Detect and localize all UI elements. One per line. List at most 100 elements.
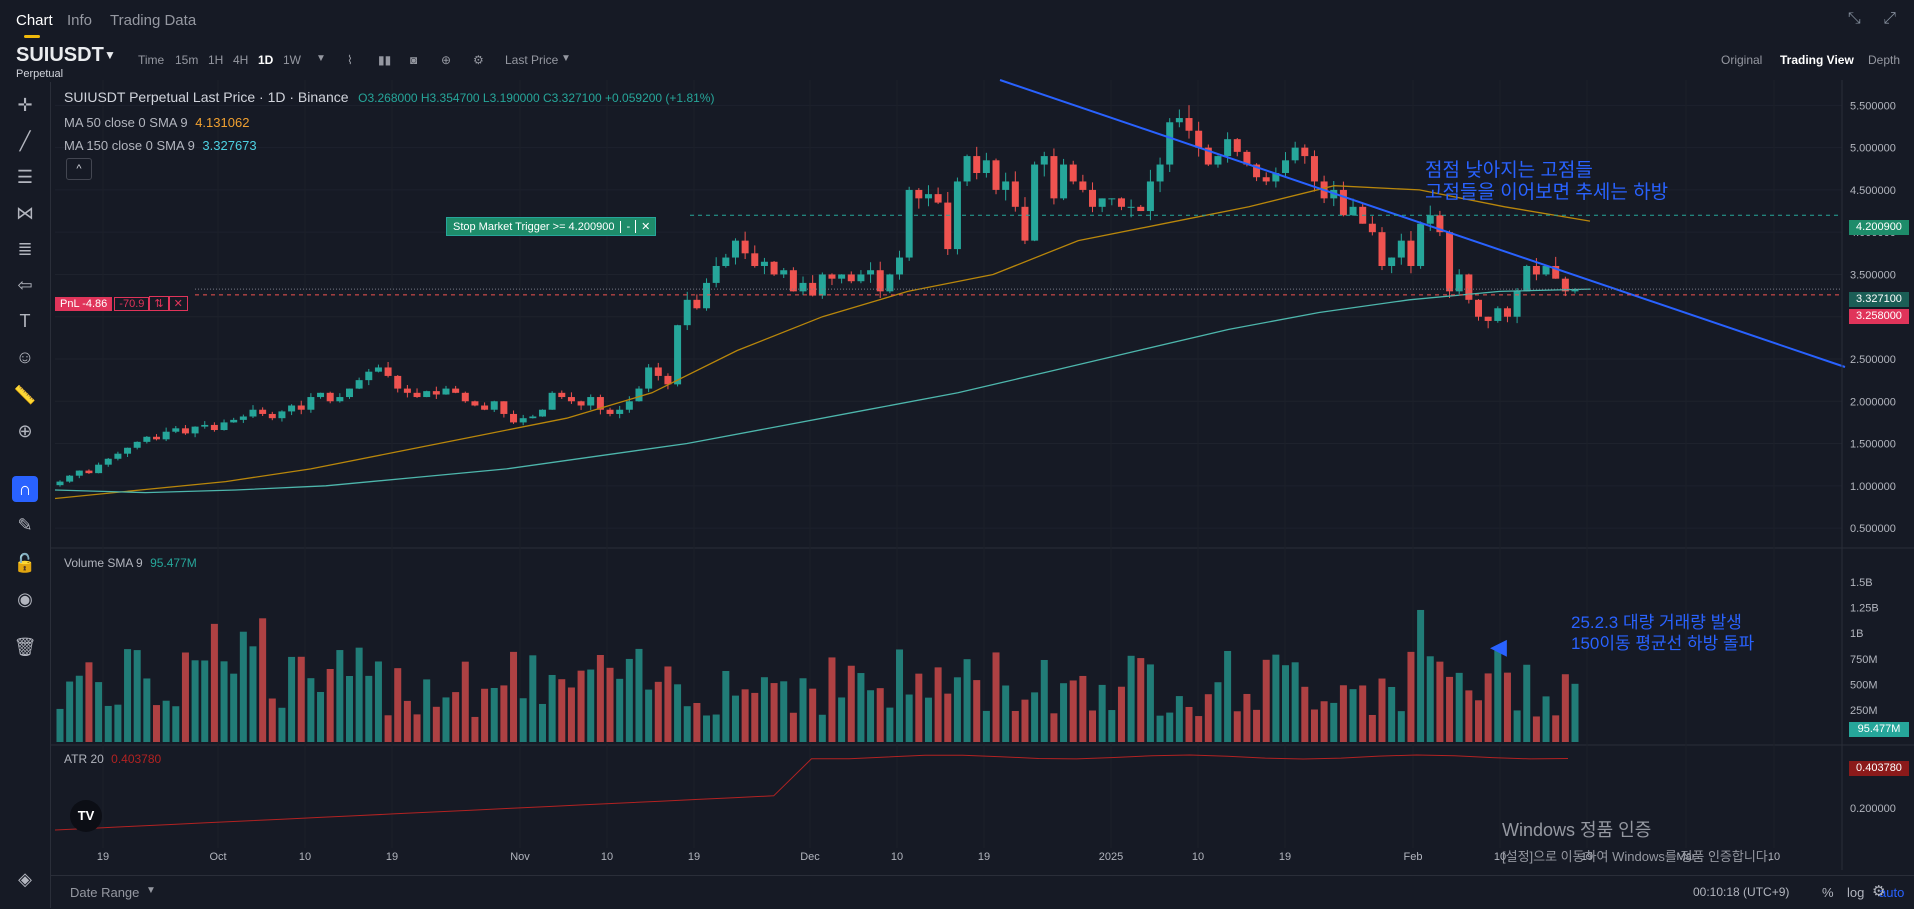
volume-bar [56, 708, 64, 742]
volume-bar [1436, 661, 1444, 742]
eye-icon[interactable]: ◉ [17, 589, 33, 609]
timeframe-1h[interactable]: 1H [208, 53, 224, 67]
volume-bar [944, 693, 952, 742]
collapse-icon[interactable]: ⤡ [1847, 10, 1861, 27]
trash-icon[interactable]: 🗑 [13, 637, 37, 657]
camera-icon[interactable]: ◙ [410, 53, 418, 67]
candle-body [519, 418, 527, 423]
candle-body [95, 464, 103, 474]
legend-ma50[interactable]: MA 50 close 0 SMA 9 4.131062 [64, 115, 249, 130]
candle-body [982, 160, 990, 173]
ma150-label: MA 150 close 0 SMA 9 [64, 138, 195, 153]
stop-order-tag[interactable]: Stop Market Trigger >= 4.200900 - ✕ [446, 217, 657, 236]
view-depth[interactable]: Depth [1868, 53, 1901, 67]
atr-legend[interactable]: ATR 20 0.403780 [64, 752, 161, 766]
date-range-button[interactable]: Date Range [70, 885, 140, 900]
volume-bar [336, 650, 344, 742]
trendline-icon[interactable]: ╱ [19, 131, 31, 151]
view-trading-view[interactable]: Trading View [1780, 53, 1854, 67]
legend-ma150[interactable]: MA 150 close 0 SMA 9 3.327673 [64, 138, 257, 153]
volume-tick-label: 500M [1850, 679, 1878, 691]
tab-trading-data[interactable]: Trading Data [110, 12, 197, 29]
pnl-tag[interactable]: PnL -4.86 -70.9 ⇅ ✕ [55, 295, 188, 312]
timeframe-1w[interactable]: 1W [283, 53, 301, 67]
volume-bar [722, 670, 730, 742]
volume-annotation: 25.2.3 대량 거래량 발생 150이동 평균선 하방 돌파 [1571, 612, 1754, 654]
candle-body [210, 424, 218, 431]
volume-bar [1272, 654, 1280, 742]
symbol-dropdown-icon[interactable]: ▼ [104, 48, 116, 62]
timeframe-more-icon[interactable]: ▼ [316, 53, 326, 64]
tab-info[interactable]: Info [67, 12, 93, 29]
pattern-icon[interactable]: ⋈ [16, 203, 34, 223]
view-original[interactable]: Original [1721, 53, 1763, 67]
price-type-chevron-icon[interactable]: ▼ [561, 53, 571, 64]
chart-settings-icon[interactable]: ⚙ [1872, 883, 1886, 900]
entry-price-tag: 3.258000 [1849, 309, 1909, 324]
candle-body [751, 253, 759, 266]
candle-body [1262, 177, 1270, 182]
candle-body [953, 181, 961, 250]
candle-body [1446, 232, 1454, 292]
tab-chart[interactable]: Chart [16, 12, 53, 29]
add-icon[interactable]: ⊕ [441, 53, 452, 67]
date-range-chevron-icon[interactable]: ▼ [146, 885, 156, 896]
lock-icon[interactable]: 🔓 [13, 553, 37, 573]
pnl-close-icon[interactable]: ✕ [168, 296, 188, 311]
volume-bar [1388, 686, 1396, 742]
stop-order-dash[interactable]: - [620, 220, 635, 233]
candle-body [365, 371, 373, 381]
emoji-icon[interactable]: ☺ [15, 347, 35, 367]
expand-icon[interactable]: ⤢ [1883, 10, 1896, 27]
candle-body [152, 436, 160, 440]
price-type-select[interactable]: Last Price [505, 53, 559, 67]
stop-order-close-icon[interactable]: ✕ [635, 220, 655, 233]
volume-bar [317, 691, 325, 742]
candle-body [1253, 164, 1261, 178]
candle-body [1320, 181, 1328, 199]
volume-bar [201, 660, 209, 742]
clock-time: 00:10:18 (UTC+9) [1693, 885, 1790, 899]
candle-body [934, 194, 942, 203]
percent-toggle[interactable]: % [1822, 885, 1834, 900]
legend-collapse-button[interactable]: ^ [66, 158, 92, 180]
volume-bar [220, 661, 228, 742]
symbol-name[interactable]: SUIUSDT [16, 44, 104, 66]
volume-bar [259, 618, 267, 742]
candle-body [394, 375, 402, 389]
candle-body [741, 240, 749, 254]
candle-type-icon[interactable]: ▮▮ [378, 53, 392, 67]
arrow-icon[interactable]: ⇦ [17, 275, 33, 295]
volume-bar [1417, 609, 1425, 742]
timeframe-1d[interactable]: 1D [258, 53, 274, 67]
zoom-icon[interactable]: ⊕ [17, 421, 33, 441]
crosshair-icon[interactable]: ✛ [17, 95, 33, 115]
moving-averages [54, 185, 1591, 831]
fib-icon[interactable]: ≣ [17, 239, 33, 259]
auto-toggle[interactable]: auto [1879, 885, 1905, 900]
candle-body [664, 375, 672, 385]
indicator-icon[interactable]: ⌇ [347, 53, 353, 67]
pnl-reverse-icon[interactable]: ⇅ [149, 296, 169, 311]
left-arrow-icon: ◀ [1490, 634, 1507, 659]
settings-icon[interactable]: ⚙ [473, 53, 484, 67]
time-tick-label: 10 [1192, 851, 1204, 863]
candle-body [789, 270, 797, 292]
layers-icon[interactable]: ◈ [18, 869, 32, 889]
timeframe-time[interactable]: Time [138, 53, 165, 67]
pencil-lock-icon[interactable]: ✎ [17, 515, 33, 535]
candle-body [1310, 156, 1318, 182]
horizontal-lines-icon[interactable]: ☰ [16, 167, 34, 187]
log-toggle[interactable]: log [1847, 885, 1865, 900]
stop-order-label: Stop Market Trigger >= 4.200900 [453, 220, 615, 233]
volume-legend[interactable]: Volume SMA 9 95.477M [64, 556, 197, 570]
candle-body [799, 282, 807, 292]
ruler-icon[interactable]: 📏 [13, 385, 37, 405]
ma50-line [54, 185, 1591, 500]
timeframe-4h[interactable]: 4H [233, 53, 249, 67]
text-icon[interactable]: T [19, 311, 31, 331]
magnet-icon[interactable]: ∩ [12, 476, 38, 502]
volume-bar [1484, 673, 1492, 742]
timeframe-15m[interactable]: 15m [175, 53, 199, 67]
